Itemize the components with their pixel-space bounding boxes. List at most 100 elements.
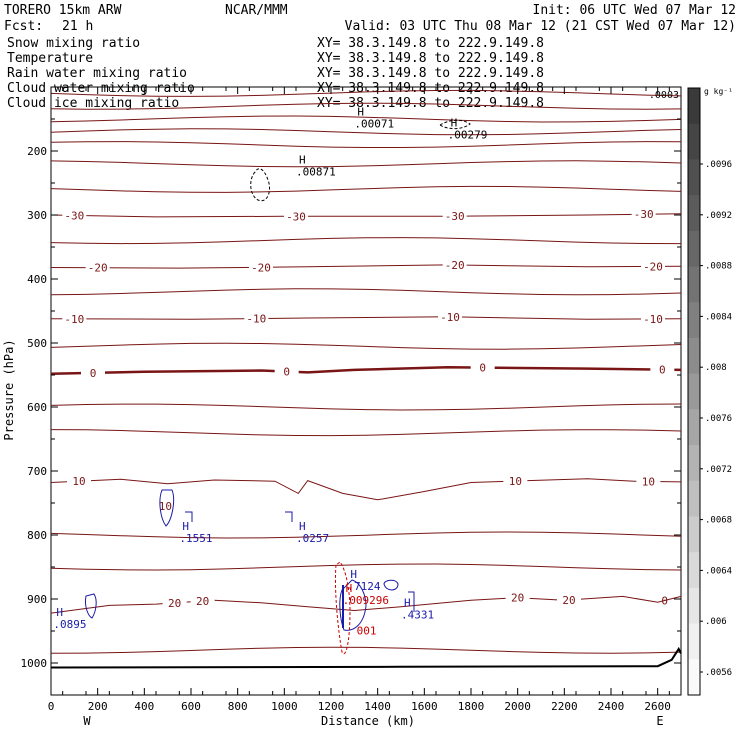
contour-label: 0: [90, 367, 97, 380]
contour-label-bg: [636, 475, 661, 488]
temperature-contour-line: [50, 89, 682, 97]
legend-name-cloud-water: Cloud water mixing ratio: [7, 81, 195, 96]
colorbar-label: .008: [705, 363, 727, 373]
contour-label-bg: [505, 591, 530, 604]
colorbar-swatch: [688, 302, 700, 339]
colorbar-swatch: [688, 266, 700, 303]
colorbar-label: .0084: [705, 312, 732, 322]
contour-label: -10: [643, 313, 663, 326]
colorbar-swatch: [688, 337, 700, 375]
temperature-contour-line: [50, 429, 682, 437]
colorbar-frame: [687, 87, 701, 696]
colorbar-swatch: [688, 623, 700, 660]
cloud-water-bracket-2: [285, 511, 293, 522]
colorbar-swatch: [688, 88, 700, 125]
y-tick-label: 500: [27, 337, 47, 350]
temperature-contour-line: [50, 128, 682, 136]
contour-label-bg: [470, 361, 495, 374]
temperature-contour-line: [50, 563, 682, 571]
maximum-value: .0257: [296, 532, 329, 545]
temperature-contour--30: [50, 213, 682, 218]
rain-water-contour: [334, 561, 351, 655]
colorbar-swatch: [688, 552, 700, 589]
contour-label-bg: [190, 595, 215, 608]
temperature-contour-line: [50, 237, 682, 245]
x-tick-label: 0: [48, 700, 55, 713]
contour-label-bg: [503, 475, 528, 488]
contour-label-bg: [631, 208, 656, 221]
maximum-value: .00871: [296, 166, 336, 179]
cloud-water-contour-1: [159, 489, 175, 527]
colorbar-swatch: [688, 659, 700, 696]
cloud-water-contour-2: [85, 593, 97, 619]
cloud-features: [85, 119, 471, 655]
cloud-water-bracket-3: [408, 591, 415, 612]
cloud-water-contour-4: [383, 579, 399, 591]
contour-label: -30: [64, 209, 84, 222]
temperature-contour-line: [50, 160, 682, 168]
x-axis: 0 200 400 600 800 1000 1200 1400 1600 1800 2000 220…: [48, 87, 671, 713]
west-endpoint: W: [83, 714, 91, 728]
y-tick-label: 900: [27, 593, 47, 606]
contour-label-bg: [442, 259, 467, 272]
maximum-value: 001: [357, 625, 377, 638]
field-legend: Snow mixing ratio XY= 38.3.149.8 to 222.…: [7, 36, 544, 111]
colorbar-label: .0092: [705, 211, 732, 221]
contour-label-bg: [249, 261, 273, 274]
legend-xy-temperature: XY= 38.3.149.8 to 222.9.149.8: [317, 51, 544, 66]
temperature-contour-0: [50, 366, 682, 375]
temperature-contour-line: [50, 115, 682, 123]
contour-label-bg: [162, 596, 187, 609]
valid-time: Valid: 03 UTC Thu 08 Mar 12 (21 CST Wed …: [345, 19, 736, 34]
maximum-marker: H: [357, 106, 364, 119]
colorbar-label: .0072: [705, 465, 732, 475]
contour-label: -20: [643, 260, 663, 273]
contour-label-bg: [62, 312, 87, 325]
colorbar-label: .0096: [705, 160, 732, 170]
maximum-marker: H: [350, 568, 357, 581]
y-tick-label: 200: [27, 145, 47, 158]
colorbar-swatch: [688, 230, 700, 268]
colorbar-label: .0076: [705, 414, 732, 424]
maximum-value: .00071: [354, 118, 394, 131]
contour-label-bg: [650, 363, 675, 376]
contour-label: 0: [283, 366, 290, 379]
colorbar-label: .0064: [705, 566, 732, 576]
x-tick-label: 200: [88, 700, 108, 713]
legend-name-temperature: Temperature: [7, 51, 93, 66]
y-axis-title: Pressure (hPa): [2, 339, 16, 440]
temperature-contour--20: [50, 264, 682, 269]
temperature-contour-line: [50, 102, 682, 110]
contour-label: 20: [168, 597, 181, 610]
colorbar-swatch: [688, 373, 700, 410]
contour-label-bg: [641, 260, 665, 273]
colorbar-swatch: [688, 587, 700, 625]
terrain-line: [50, 646, 682, 669]
snow-contour-1: [250, 168, 271, 202]
legend-name-rain: Rain water mixing ratio: [7, 66, 187, 81]
contour-label: -20: [445, 259, 465, 272]
x-tick-label: 2600: [644, 700, 671, 713]
model-title: TORERO 15km ARW: [4, 3, 122, 18]
contour-label: 0: [659, 364, 666, 377]
y-tick-label: 300: [27, 209, 47, 222]
maximum-value: .009296: [343, 594, 389, 607]
contour-label: -10: [64, 313, 84, 326]
contour-label: 10: [642, 475, 655, 488]
colorbar-swatch: [688, 480, 700, 517]
contour-label-extra: 0: [661, 594, 668, 607]
contour-label: 20: [562, 594, 575, 607]
maximum-marker: H: [346, 582, 353, 595]
init-time: Init: 06 UTC Wed 07 Mar 12: [533, 3, 737, 18]
x-axis-title: Distance (km): [321, 714, 415, 728]
x-tick-label: 400: [134, 700, 154, 713]
snow-contour-2: [439, 119, 471, 130]
forecast-label: Fcst:: [4, 19, 43, 34]
x-tick-label: 2000: [504, 700, 531, 713]
contour-label-bg: [85, 261, 110, 274]
colorbar-top-label: .0003: [649, 90, 679, 101]
contour-label: -30: [634, 208, 654, 221]
contour-label-bg: [557, 593, 581, 606]
contour-label-bg: [641, 312, 665, 325]
